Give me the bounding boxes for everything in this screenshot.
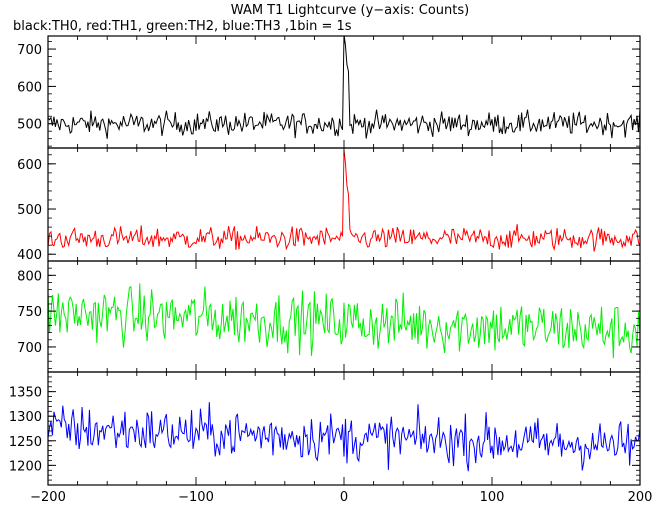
- x-tick-label: 100: [480, 490, 505, 505]
- x-tick-label: 0: [340, 490, 348, 505]
- y-tick-label: 400: [17, 248, 42, 263]
- panel-frame: [47, 371, 641, 486]
- series-line-th0: [48, 36, 640, 139]
- y-tick-label: 700: [17, 341, 42, 356]
- chart-subtitle: black:TH0, red:TH1, green:TH2, blue:TH3 …: [13, 19, 352, 34]
- y-tick-label: 750: [17, 305, 42, 320]
- panel-th0: 500 600 700: [17, 35, 641, 149]
- series-line-th1: [48, 150, 640, 252]
- panel-frame: [47, 260, 641, 373]
- y-tick-label: 500: [17, 118, 42, 133]
- y-tick-label: 700: [17, 43, 42, 58]
- series-line-th2: [48, 283, 640, 359]
- panel-th2: 700 750 800: [17, 260, 641, 373]
- x-tick-label: −100: [178, 490, 214, 505]
- y-tick-label: 1250: [9, 435, 42, 450]
- x-tick-label: 200: [628, 490, 653, 505]
- y-tick-label: 500: [17, 203, 42, 218]
- series-line-th3: [48, 402, 640, 472]
- panel-th1: 400 500 600: [17, 147, 641, 263]
- y-tick-label: 1350: [9, 386, 42, 401]
- y-tick-label: 600: [17, 158, 42, 173]
- panel-th3: 1200 1250 1300 1350: [9, 371, 641, 486]
- panels-group: 5006007004005006007007508001200125013001…: [9, 35, 641, 486]
- y-tick-label: 600: [17, 80, 42, 95]
- y-tick-label: 1200: [9, 459, 42, 474]
- x-axis: −200 −100 0 100 200: [30, 490, 652, 505]
- y-tick-label: 1300: [9, 410, 42, 425]
- y-tick-label: 800: [17, 269, 42, 284]
- x-tick-label: −200: [30, 490, 66, 505]
- chart-title: WAM T1 Lightcurve (y−axis: Counts): [231, 3, 469, 18]
